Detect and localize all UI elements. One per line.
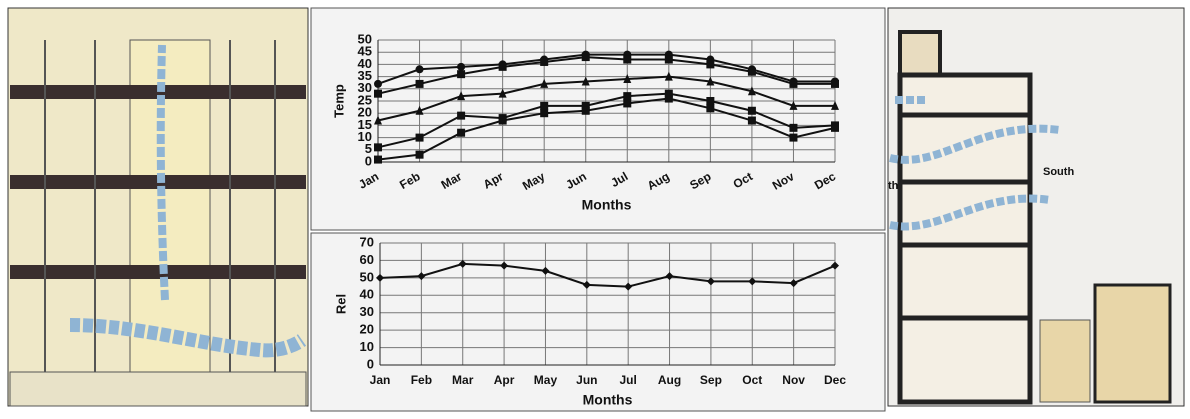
marker: [831, 124, 839, 132]
marker: [416, 134, 424, 142]
marker: [582, 53, 590, 61]
marker: [374, 156, 382, 164]
y-tick-label: 10: [360, 339, 374, 354]
x-tick-label: Aug: [658, 373, 681, 387]
x-axis-label: Months: [582, 197, 632, 213]
y-axis-label: Rel: [333, 294, 348, 314]
x-tick-label: Jun: [576, 373, 597, 387]
marker: [748, 117, 756, 125]
ground: [10, 372, 306, 406]
marker: [831, 80, 839, 88]
x-tick-label: Apr: [494, 373, 515, 387]
marker: [623, 56, 631, 64]
marker: [748, 107, 756, 115]
marker: [623, 92, 631, 100]
marker: [457, 129, 465, 137]
marker: [582, 107, 590, 115]
right-drawing: th South: [888, 8, 1184, 406]
building: [900, 75, 1030, 402]
label: th: [888, 180, 899, 192]
y-tick-label: 50: [358, 31, 372, 46]
page: {"chart_data": [ {"type": "line", "y_lab…: [0, 0, 1190, 414]
marker: [499, 63, 507, 71]
y-tick-label: 0: [367, 356, 374, 371]
marker: [416, 151, 424, 159]
marker: [499, 117, 507, 125]
x-tick-label: Oct: [742, 373, 762, 387]
x-tick-label: Nov: [782, 373, 805, 387]
y-axis-label: Temp: [331, 84, 346, 118]
left-drawing: [8, 8, 308, 406]
marker: [665, 56, 673, 64]
y-tick-label: 40: [360, 287, 374, 302]
marker: [540, 58, 548, 66]
marker: [665, 95, 673, 103]
x-tick-label: Jan: [370, 373, 391, 387]
x-tick-label: Dec: [824, 373, 846, 387]
marker: [706, 97, 714, 105]
floor: [10, 265, 306, 279]
marker: [457, 112, 465, 120]
marker: [540, 102, 548, 110]
y-tick-label: 60: [360, 252, 374, 267]
marker: [789, 80, 797, 88]
marker: [457, 70, 465, 78]
y-tick-label: 30: [360, 304, 374, 319]
x-axis-label: Months: [583, 392, 633, 408]
figure: 05101520253035404550JanFebMarAprMayJunJu…: [0, 0, 1190, 414]
marker: [789, 124, 797, 132]
x-tick-label: Feb: [411, 373, 432, 387]
annex: [1095, 285, 1170, 402]
annex: [1040, 320, 1090, 402]
marker: [374, 80, 382, 88]
marker: [374, 143, 382, 151]
x-tick-label: Mar: [452, 373, 474, 387]
y-tick-label: 50: [360, 269, 374, 284]
marker: [706, 60, 714, 68]
y-tick-label: 70: [360, 234, 374, 249]
marker: [789, 134, 797, 142]
marker: [540, 109, 548, 117]
marker: [457, 63, 465, 71]
marker: [416, 80, 424, 88]
marker: [748, 68, 756, 76]
marker: [623, 99, 631, 107]
x-tick-label: Sep: [700, 373, 722, 387]
label: South: [1043, 166, 1074, 178]
y-tick-label: 20: [360, 322, 374, 337]
marker: [706, 104, 714, 112]
marker: [374, 90, 382, 98]
marker: [416, 65, 424, 73]
x-tick-label: May: [534, 373, 558, 387]
x-tick-label: Jul: [620, 373, 637, 387]
